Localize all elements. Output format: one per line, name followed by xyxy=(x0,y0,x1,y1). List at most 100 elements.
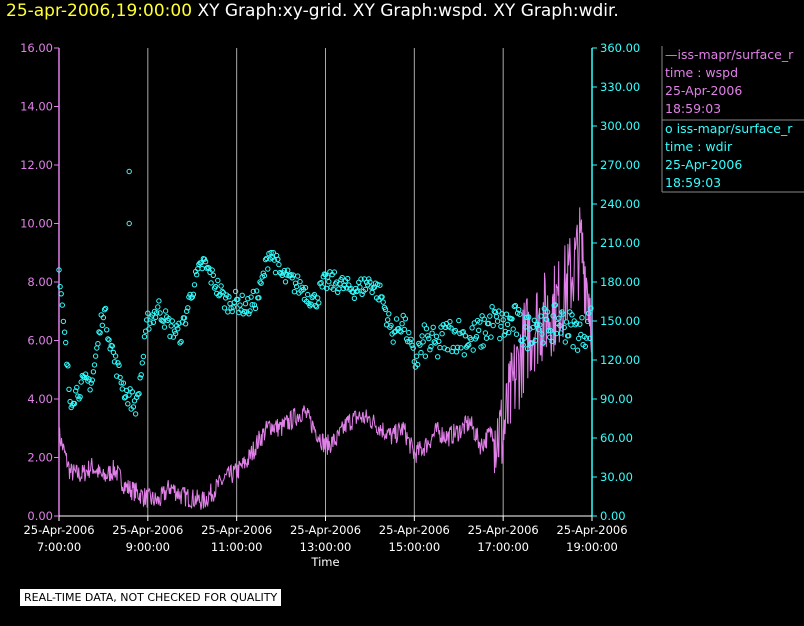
wdir-point xyxy=(288,272,294,278)
wdir-point xyxy=(94,345,100,351)
y-right-tick-label: 240.00 xyxy=(600,197,640,211)
wdir-point xyxy=(452,327,459,334)
wdir-point xyxy=(129,389,136,395)
wdir-point xyxy=(235,296,241,303)
wdir-point xyxy=(220,289,227,296)
wdir-point xyxy=(194,272,200,278)
wdir-point xyxy=(498,323,504,330)
wdir-point xyxy=(117,374,123,381)
wdir-point xyxy=(305,291,311,298)
wdir-point xyxy=(587,335,593,341)
wdir-point xyxy=(357,284,363,290)
wdir-point xyxy=(546,328,552,334)
wdir-point xyxy=(454,344,461,350)
wdir-point xyxy=(561,324,567,331)
wdir-point xyxy=(282,279,289,285)
x-tick-label-date: 25-Apr-2006 xyxy=(290,523,361,537)
wdir-point xyxy=(222,295,229,301)
wdir-point xyxy=(167,333,173,340)
wdir-point xyxy=(188,295,194,301)
wdir-point xyxy=(547,334,553,340)
wdir-point xyxy=(97,330,103,336)
wdir-point xyxy=(489,304,495,310)
wdir-point xyxy=(215,277,221,284)
wdir-point xyxy=(189,294,196,300)
wdir-point xyxy=(144,317,150,323)
y-left-tick-label: 4.00 xyxy=(27,392,53,406)
wdir-point xyxy=(182,321,189,327)
wdir-point xyxy=(216,293,222,299)
wdir-point xyxy=(145,310,151,316)
wdir-point xyxy=(202,259,209,265)
wdir-point xyxy=(248,294,254,300)
wdir-point xyxy=(540,340,546,346)
wdir-point xyxy=(339,275,345,281)
wdir-point xyxy=(576,335,582,342)
wdir-point xyxy=(126,392,132,398)
wdir-point xyxy=(583,335,590,341)
wdir-point xyxy=(429,330,435,336)
wdir-point xyxy=(340,285,346,292)
wdir-point xyxy=(249,302,255,308)
wdir-point xyxy=(541,305,547,312)
wdir-point xyxy=(426,335,432,342)
wdir-point xyxy=(258,280,264,286)
wdir-point xyxy=(521,335,527,341)
wdir-point xyxy=(504,321,511,328)
wdir-point xyxy=(252,305,259,312)
title-graphs: XY Graph:xy-grid. XY Graph:wspd. XY Grap… xyxy=(197,1,619,21)
wdir-point xyxy=(218,283,224,289)
wdir-point xyxy=(510,326,516,332)
wdir-point xyxy=(577,321,583,327)
wdir-point xyxy=(377,282,383,288)
wdir-point xyxy=(289,275,295,281)
wdir-point xyxy=(121,395,128,401)
wdir-point xyxy=(447,318,453,325)
wdir-point xyxy=(177,340,183,346)
wdir-point xyxy=(415,361,421,368)
wdir-point xyxy=(66,386,72,392)
wdir-point xyxy=(470,347,476,353)
wdir-point xyxy=(246,311,252,317)
wdir-point xyxy=(497,335,503,342)
legend-marker-icon: o xyxy=(665,121,677,136)
wdir-point xyxy=(549,338,555,345)
wdir-point xyxy=(393,316,400,322)
wdir-point xyxy=(543,316,550,322)
wdir-point xyxy=(524,346,531,352)
wdir-point xyxy=(88,380,94,386)
legend-wdir-time: 18:59:03 xyxy=(665,175,722,190)
wdir-point xyxy=(380,299,386,305)
wdir-point xyxy=(292,280,299,286)
wdir-point xyxy=(425,333,431,339)
wdir-point xyxy=(185,305,191,311)
wdir-point xyxy=(462,333,469,339)
wdir-point xyxy=(96,329,102,335)
wdir-point xyxy=(390,339,396,345)
wdir-point xyxy=(359,291,365,297)
legend-wspd-var: time : wspd xyxy=(665,65,739,80)
wdir-point xyxy=(270,250,276,256)
x-tick-label-date: 25-Apr-2006 xyxy=(379,523,450,537)
x-tick-label-time: 7:00:00 xyxy=(37,540,81,554)
y-right-tick-label: 150.00 xyxy=(600,314,640,328)
wdir-point xyxy=(86,376,92,382)
wdir-point xyxy=(410,345,416,351)
wdir-point xyxy=(311,291,318,298)
wdir-point xyxy=(191,282,198,288)
wdir-point xyxy=(428,343,434,350)
wdir-point xyxy=(531,317,537,323)
wdir-point xyxy=(65,363,71,369)
x-tick-label-time: 13:00:00 xyxy=(300,540,352,554)
y-left-tick-label: 2.00 xyxy=(27,451,53,465)
wdir-point xyxy=(493,313,500,320)
wdir-point xyxy=(77,394,83,400)
y-right-tick-label: 180.00 xyxy=(600,275,640,289)
wdir-point xyxy=(100,314,107,321)
wdir-point xyxy=(402,316,409,322)
y-left-tick-label: 14.00 xyxy=(20,100,53,114)
wdir-point xyxy=(147,320,153,326)
wdir-point xyxy=(111,359,118,365)
wdir-point xyxy=(513,331,520,337)
wdir-point xyxy=(157,310,163,316)
